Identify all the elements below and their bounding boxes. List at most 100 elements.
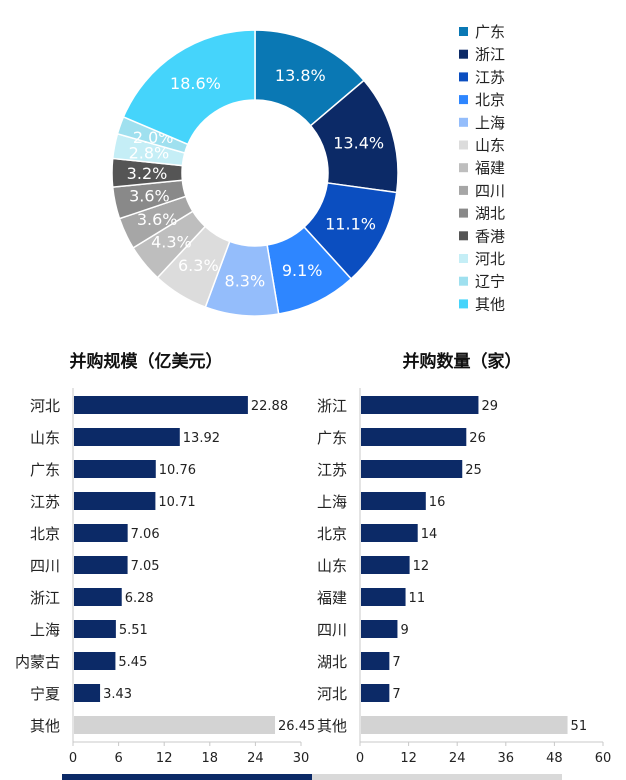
bar-value-label: 13.92 bbox=[183, 431, 220, 446]
legend-label: 湖北 bbox=[475, 205, 505, 223]
category-label: 上海 bbox=[30, 621, 60, 639]
x-tick-label: 60 bbox=[595, 751, 612, 766]
donut-value-label: 8.3% bbox=[225, 272, 266, 291]
bar-value-label: 7.06 bbox=[131, 527, 160, 542]
bar bbox=[74, 684, 101, 702]
bar bbox=[74, 556, 128, 574]
donut-value-label: 2.8% bbox=[129, 144, 170, 163]
x-tick-label: 24 bbox=[247, 751, 264, 766]
category-label: 江苏 bbox=[30, 493, 60, 511]
category-label: 内蒙古 bbox=[15, 653, 60, 671]
bar bbox=[361, 428, 467, 446]
bar-value-label: 10.71 bbox=[158, 495, 195, 510]
bar bbox=[361, 492, 426, 510]
bar bbox=[361, 620, 398, 638]
donut-value-label: 9.1% bbox=[282, 261, 323, 280]
bar bbox=[361, 556, 410, 574]
donut-slice-13 bbox=[122, 29, 256, 146]
bar-value-label: 26 bbox=[469, 431, 486, 446]
legend-swatch bbox=[459, 208, 468, 218]
legend-label: 山东 bbox=[475, 137, 505, 155]
category-label: 山东 bbox=[30, 429, 60, 447]
bar bbox=[74, 428, 180, 446]
x-tick-label: 12 bbox=[156, 751, 173, 766]
x-tick-label: 6 bbox=[114, 751, 122, 766]
legend-label: 江苏 bbox=[475, 68, 505, 86]
legend-swatch bbox=[459, 231, 468, 241]
donut-value-label: 3.6% bbox=[137, 210, 178, 229]
bottom-bar-dark bbox=[62, 774, 312, 780]
x-tick-label: 24 bbox=[449, 751, 466, 766]
right-chart-title: 并购数量（家） bbox=[403, 351, 522, 372]
bar-value-label: 7.05 bbox=[131, 559, 160, 574]
bar-value-label: 16 bbox=[429, 495, 446, 510]
bottom-bar-light bbox=[312, 774, 562, 780]
bar-value-label: 9 bbox=[400, 623, 408, 638]
donut-value-label: 13.4% bbox=[333, 134, 384, 153]
legend-swatch bbox=[459, 95, 468, 105]
donut-chart: 13.8% 13.4% 11.1% 9.1% 8.3% 6.3% 4.3% 3.6% 3.6% 3… bbox=[111, 29, 399, 317]
donut-value-label: 3.2% bbox=[127, 164, 168, 183]
bar-value-label: 5.45 bbox=[118, 655, 147, 670]
legend-swatch bbox=[459, 299, 468, 309]
bar-value-label: 11 bbox=[409, 591, 426, 606]
bar bbox=[74, 620, 116, 638]
bar bbox=[361, 652, 390, 670]
x-tick-label: 0 bbox=[69, 751, 77, 766]
category-label: 浙江 bbox=[30, 589, 60, 607]
bar-value-label: 7 bbox=[392, 655, 400, 670]
bar-value-label: 26.45 bbox=[278, 719, 315, 734]
x-tick-label: 48 bbox=[546, 751, 563, 766]
category-label: 四川 bbox=[317, 621, 347, 639]
legend-label: 广东 bbox=[475, 23, 505, 41]
bar bbox=[74, 524, 128, 542]
bar-value-label: 12 bbox=[413, 559, 430, 574]
bar bbox=[74, 588, 122, 606]
category-label: 福建 bbox=[317, 589, 347, 607]
bar-value-label: 10.76 bbox=[159, 463, 196, 478]
category-label: 江苏 bbox=[317, 461, 347, 479]
category-label: 四川 bbox=[30, 557, 60, 575]
legend-label: 其他 bbox=[475, 295, 505, 313]
category-label: 其他 bbox=[30, 717, 60, 735]
x-tick-label: 30 bbox=[293, 751, 310, 766]
category-label: 河北 bbox=[317, 685, 347, 703]
legend-swatch bbox=[459, 163, 468, 173]
bar bbox=[74, 716, 276, 734]
legend-label: 四川 bbox=[475, 182, 505, 200]
category-label: 山东 bbox=[317, 557, 347, 575]
legend-swatch bbox=[459, 117, 468, 127]
bar-value-label: 51 bbox=[571, 719, 588, 734]
legend-swatch bbox=[459, 27, 468, 36]
x-tick-label: 0 bbox=[356, 751, 364, 766]
bar-value-label: 14 bbox=[421, 527, 438, 542]
category-label: 河北 bbox=[30, 397, 60, 415]
bar bbox=[74, 652, 116, 670]
category-label: 宁夏 bbox=[30, 685, 60, 703]
legend-swatch bbox=[459, 49, 468, 59]
legend-swatch bbox=[459, 140, 468, 150]
x-tick-label: 12 bbox=[400, 751, 417, 766]
right-bar-chart: 浙江 29 广东 26 江苏 25 上海 16 北京 14 山东 12 福建 11 四川 9 湖北 7 河北 7 其他 5… bbox=[317, 388, 611, 766]
legend-label: 辽宁 bbox=[475, 273, 505, 291]
donut-value-label: 4.3% bbox=[151, 232, 192, 251]
bar-value-label: 22.88 bbox=[251, 399, 288, 414]
bar bbox=[74, 460, 156, 478]
category-label: 湖北 bbox=[317, 653, 347, 671]
bar bbox=[74, 492, 156, 510]
legend-label: 香港 bbox=[475, 227, 505, 245]
legend-swatch bbox=[459, 185, 468, 195]
bar-value-label: 29 bbox=[481, 399, 498, 414]
legend-label: 福建 bbox=[475, 159, 505, 177]
legend-label: 上海 bbox=[475, 114, 505, 132]
donut-value-label: 13.8% bbox=[275, 66, 326, 85]
donut-value-label: 6.3% bbox=[178, 256, 219, 275]
category-label: 广东 bbox=[317, 429, 347, 447]
bar-value-label: 6.28 bbox=[125, 591, 154, 606]
legend-label: 北京 bbox=[475, 91, 505, 109]
bar bbox=[361, 524, 418, 542]
donut-value-label: 11.1% bbox=[325, 214, 376, 233]
bar bbox=[74, 396, 248, 414]
bar-value-label: 3.43 bbox=[103, 687, 132, 702]
